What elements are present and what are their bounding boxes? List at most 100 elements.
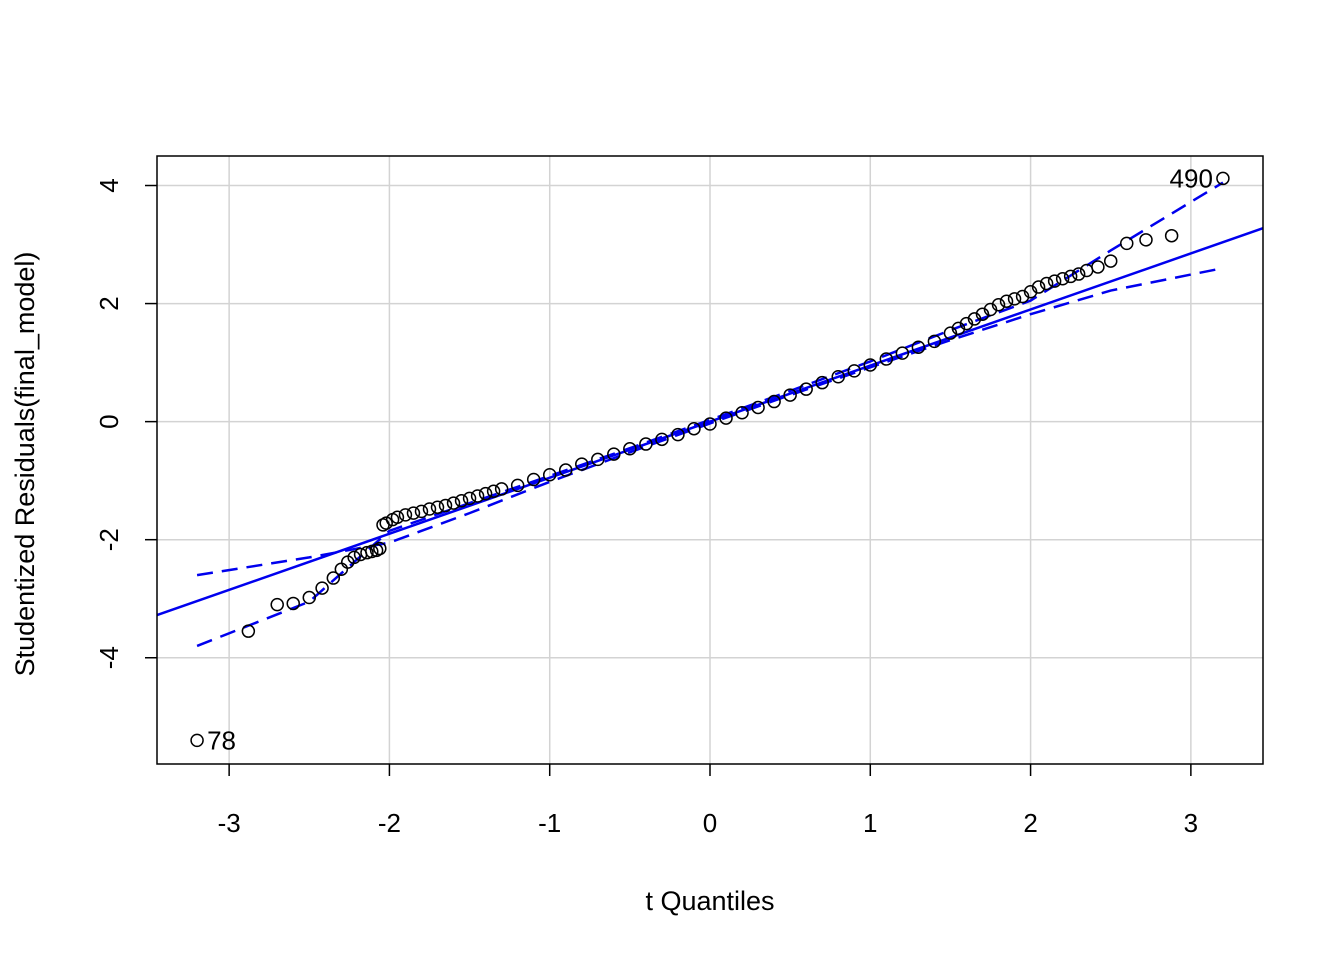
data-point (927, 334, 942, 349)
data-point (879, 352, 894, 366)
data-point (438, 498, 453, 513)
data-point (422, 502, 437, 516)
data-point (526, 472, 541, 487)
data-point (815, 375, 829, 390)
data-point (655, 432, 669, 447)
data-point (751, 400, 765, 415)
data-point (895, 346, 910, 360)
data-point (591, 452, 605, 467)
data-point (991, 298, 1006, 312)
envelope-lower (196, 266, 1224, 577)
reference-line (156, 226, 1264, 617)
x-tick-label: -3 (218, 808, 241, 838)
data-point (286, 596, 300, 611)
data-point (943, 326, 958, 340)
x-tick-label: 1 (863, 808, 877, 838)
data-point (270, 597, 284, 612)
outlier-label: 490 (1170, 164, 1213, 194)
data-point (190, 733, 204, 748)
data-point (975, 307, 990, 321)
data-point (326, 571, 341, 585)
x-tick-label: 0 (703, 808, 717, 838)
data-point (703, 417, 717, 431)
x-tick-label: -2 (378, 808, 401, 838)
data-point (799, 382, 813, 396)
data-point (1139, 233, 1153, 247)
data-point (486, 484, 501, 499)
envelope-upper (196, 181, 1224, 648)
data-point (462, 491, 477, 506)
y-tick-label: 0 (94, 414, 124, 428)
data-point (414, 504, 429, 519)
data-point (607, 447, 621, 461)
outlier-label: 78 (207, 725, 236, 755)
data-point (831, 370, 845, 384)
point-labels: 490 78 (207, 164, 1213, 756)
data-point (510, 478, 525, 493)
data-point (623, 442, 637, 456)
data-point (398, 508, 413, 522)
y-axis-title: Studentized Residuals(final_model) (10, 252, 40, 677)
data-point (1071, 267, 1086, 281)
data-point (999, 294, 1014, 308)
data-point (863, 358, 878, 372)
data-point (430, 500, 445, 514)
data-point (347, 550, 361, 565)
data-point (454, 493, 469, 508)
data-point (558, 463, 573, 477)
x-tick-label: -1 (538, 808, 561, 838)
y-tick-label: 2 (94, 296, 124, 310)
data-point (478, 486, 493, 501)
data-point (783, 388, 797, 402)
data-point (687, 421, 701, 436)
data-point (494, 482, 509, 496)
data-point (390, 510, 405, 525)
data-point (719, 411, 733, 425)
data-point (735, 406, 749, 420)
data-point (470, 489, 485, 503)
data-point (959, 316, 974, 331)
grid (157, 156, 1263, 764)
data-point (911, 340, 926, 355)
data-point (446, 496, 461, 510)
y-tick-label: -2 (94, 528, 124, 551)
data-point (241, 624, 256, 638)
data-point (360, 545, 374, 560)
data-point (847, 364, 862, 378)
data-point (1091, 260, 1105, 274)
x-axis-title: t Quantiles (645, 886, 774, 916)
data-point (1055, 272, 1070, 286)
data-point (1047, 274, 1062, 288)
reference-lines (156, 181, 1264, 648)
x-tick-label: 3 (1184, 808, 1198, 838)
data-point (1216, 171, 1230, 186)
data-point (767, 394, 781, 409)
data-point (302, 590, 317, 605)
data-point (951, 321, 966, 336)
data-point (1007, 292, 1022, 306)
x-tick-label: 2 (1023, 808, 1037, 838)
data-point (379, 516, 393, 530)
data-point (1031, 280, 1046, 294)
axes: -3 -2 -1 0 1 2 3 -4 -2 0 2 4 (94, 178, 1198, 838)
data-point (1023, 285, 1038, 299)
data-point (967, 312, 982, 326)
data-point (639, 437, 653, 451)
y-tick-label: -4 (94, 646, 124, 669)
data-point (1015, 289, 1030, 304)
data-point (1164, 228, 1179, 243)
data-point (542, 468, 557, 482)
data-points (190, 171, 1230, 748)
data-point (373, 541, 387, 556)
data-point (1103, 254, 1118, 268)
data-point (1063, 269, 1078, 284)
data-point (406, 506, 421, 520)
data-point (315, 581, 329, 595)
y-tick-label: 4 (94, 178, 124, 192)
data-point (365, 544, 379, 559)
data-point (983, 302, 998, 317)
data-point (1039, 276, 1054, 291)
data-point (671, 427, 685, 442)
data-point (1079, 263, 1094, 278)
